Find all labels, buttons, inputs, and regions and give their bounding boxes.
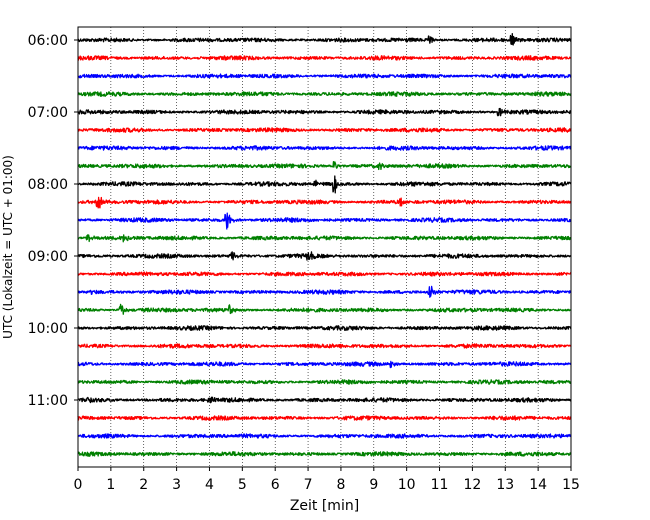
y-ticks: 06:00 07:00 08:00 09:00 10:00 11:00 [28,33,78,409]
y-tick-label: 11:00 [28,393,68,409]
trace-1000 [77,325,572,331]
x-tick-label: 12 [463,477,481,493]
trace-0700 [77,107,572,117]
trace-0730 [77,145,572,151]
y-tick-label: 07:00 [28,105,68,121]
x-tick-label: 14 [529,477,547,493]
x-gridlines [110,27,539,467]
x-tick-label: 15 [562,477,580,493]
trace-0845 [77,234,572,243]
trace-0815 [77,196,572,209]
y-tick-label: 09:00 [28,249,68,265]
trace-0830 [77,212,572,230]
x-axis-label: Zeit [min] [290,498,359,514]
trace-0915 [77,271,572,277]
x-tick-label: 6 [271,477,280,493]
x-tick-label: 0 [74,477,83,493]
x-tick-label: 3 [172,477,181,493]
trace-0930 [77,285,572,298]
y-tick-label: 06:00 [28,33,68,49]
y-tick-label: 10:00 [28,321,68,337]
trace-0645 [77,91,572,97]
trace-0945 [77,303,572,315]
trace-0630 [77,73,572,79]
trace-0900 [77,251,572,261]
plot-frame [77,26,572,468]
x-tick-label: 5 [238,477,247,493]
x-tick-label: 13 [496,477,514,493]
trace-series [77,33,572,457]
x-ticks: 0 1 2 3 4 5 6 7 8 9 10 11 12 13 14 15 [74,467,580,493]
trace-1115 [77,415,572,421]
trace-0800 [77,175,572,194]
x-tick-label: 11 [431,477,449,493]
trace-0600 [77,33,572,46]
y-tick-label: 08:00 [28,177,68,193]
trace-1145 [77,451,572,457]
x-tick-label: 9 [369,477,378,493]
trace-0615 [77,55,572,61]
x-tick-label: 10 [398,477,416,493]
x-tick-label: 8 [336,477,345,493]
trace-0745 [77,160,572,171]
trace-1045 [77,379,572,385]
x-tick-label: 4 [205,477,214,493]
trace-1130 [77,433,572,439]
x-tick-label: 7 [304,477,313,493]
x-tick-label: 1 [106,477,115,493]
trace-1100 [77,396,572,404]
trace-0715 [77,127,572,133]
trace-1015 [77,343,572,349]
x-tick-label: 2 [139,477,148,493]
trace-1030 [77,360,572,369]
y-axis-label: UTC (Lokalzeit = UTC + 01:00) [1,155,15,339]
